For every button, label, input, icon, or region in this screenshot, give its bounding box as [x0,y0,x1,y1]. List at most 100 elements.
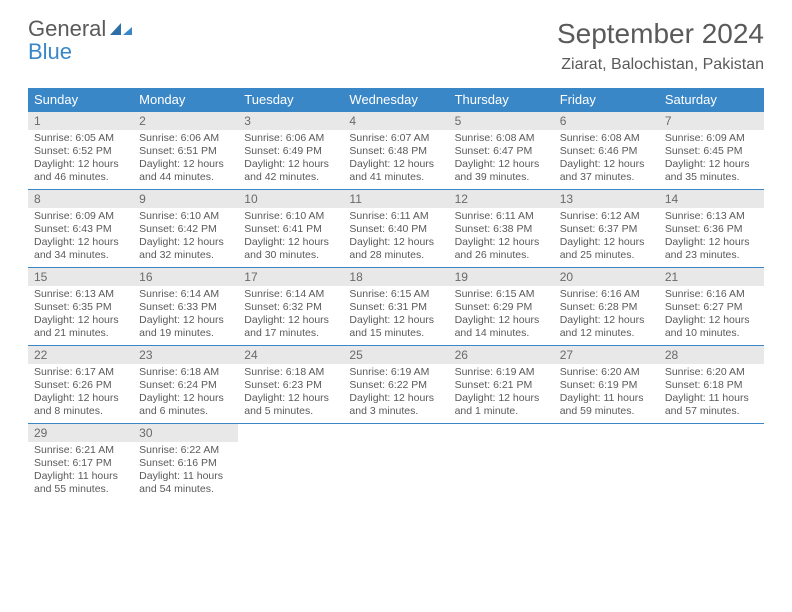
day-number: 4 [343,112,448,130]
day-cell: 30Sunrise: 6:22 AMSunset: 6:16 PMDayligh… [133,424,238,502]
day-header: Thursday [449,88,554,112]
day-body: Sunrise: 6:09 AMSunset: 6:45 PMDaylight:… [659,130,764,189]
day-cell: 2Sunrise: 6:06 AMSunset: 6:51 PMDaylight… [133,112,238,190]
day-number: 1 [28,112,133,130]
day-number: 3 [238,112,343,130]
day-cell: 3Sunrise: 6:06 AMSunset: 6:49 PMDaylight… [238,112,343,190]
day-cell: 10Sunrise: 6:10 AMSunset: 6:41 PMDayligh… [238,190,343,268]
day-cell: 20Sunrise: 6:16 AMSunset: 6:28 PMDayligh… [554,268,659,346]
location-text: Ziarat, Balochistan, Pakistan [557,56,764,74]
day-cell: 9Sunrise: 6:10 AMSunset: 6:42 PMDaylight… [133,190,238,268]
day-body: Sunrise: 6:19 AMSunset: 6:21 PMDaylight:… [449,364,554,423]
day-cell: 8Sunrise: 6:09 AMSunset: 6:43 PMDaylight… [28,190,133,268]
day-header: Monday [133,88,238,112]
day-number: 19 [449,268,554,286]
day-cell: 28Sunrise: 6:20 AMSunset: 6:18 PMDayligh… [659,346,764,424]
day-body: Sunrise: 6:20 AMSunset: 6:19 PMDaylight:… [554,364,659,423]
day-cell: 1Sunrise: 6:05 AMSunset: 6:52 PMDaylight… [28,112,133,190]
day-header: Wednesday [343,88,448,112]
day-body: Sunrise: 6:11 AMSunset: 6:40 PMDaylight:… [343,208,448,267]
day-cell: 7Sunrise: 6:09 AMSunset: 6:45 PMDaylight… [659,112,764,190]
day-body: Sunrise: 6:07 AMSunset: 6:48 PMDaylight:… [343,130,448,189]
day-body: Sunrise: 6:14 AMSunset: 6:32 PMDaylight:… [238,286,343,345]
day-header: Sunday [28,88,133,112]
day-number: 30 [133,424,238,442]
day-body: Sunrise: 6:18 AMSunset: 6:23 PMDaylight:… [238,364,343,423]
day-number: 27 [554,346,659,364]
day-number: 13 [554,190,659,208]
day-cell: 16Sunrise: 6:14 AMSunset: 6:33 PMDayligh… [133,268,238,346]
day-cell: 22Sunrise: 6:17 AMSunset: 6:26 PMDayligh… [28,346,133,424]
day-cell: 14Sunrise: 6:13 AMSunset: 6:36 PMDayligh… [659,190,764,268]
day-number: 5 [449,112,554,130]
day-body: Sunrise: 6:17 AMSunset: 6:26 PMDaylight:… [28,364,133,423]
day-cell: 21Sunrise: 6:16 AMSunset: 6:27 PMDayligh… [659,268,764,346]
day-cell: 5Sunrise: 6:08 AMSunset: 6:47 PMDaylight… [449,112,554,190]
day-number: 23 [133,346,238,364]
day-header: Tuesday [238,88,343,112]
day-cell: 27Sunrise: 6:20 AMSunset: 6:19 PMDayligh… [554,346,659,424]
day-number: 14 [659,190,764,208]
brand-part2: Blue [28,39,72,64]
day-cell: 15Sunrise: 6:13 AMSunset: 6:35 PMDayligh… [28,268,133,346]
day-cell: 12Sunrise: 6:11 AMSunset: 6:38 PMDayligh… [449,190,554,268]
day-cell: 18Sunrise: 6:15 AMSunset: 6:31 PMDayligh… [343,268,448,346]
day-number: 12 [449,190,554,208]
day-body: Sunrise: 6:15 AMSunset: 6:31 PMDaylight:… [343,286,448,345]
day-body: Sunrise: 6:06 AMSunset: 6:49 PMDaylight:… [238,130,343,189]
empty-cell [449,424,554,502]
day-cell: 23Sunrise: 6:18 AMSunset: 6:24 PMDayligh… [133,346,238,424]
day-body: Sunrise: 6:15 AMSunset: 6:29 PMDaylight:… [449,286,554,345]
day-number: 26 [449,346,554,364]
logo-sail-icon [110,19,134,41]
day-number: 20 [554,268,659,286]
day-cell: 25Sunrise: 6:19 AMSunset: 6:22 PMDayligh… [343,346,448,424]
day-body: Sunrise: 6:20 AMSunset: 6:18 PMDaylight:… [659,364,764,423]
day-cell: 11Sunrise: 6:11 AMSunset: 6:40 PMDayligh… [343,190,448,268]
day-body: Sunrise: 6:09 AMSunset: 6:43 PMDaylight:… [28,208,133,267]
day-cell: 17Sunrise: 6:14 AMSunset: 6:32 PMDayligh… [238,268,343,346]
day-cell: 4Sunrise: 6:07 AMSunset: 6:48 PMDaylight… [343,112,448,190]
day-number: 18 [343,268,448,286]
day-number: 22 [28,346,133,364]
empty-cell [659,424,764,502]
day-cell: 6Sunrise: 6:08 AMSunset: 6:46 PMDaylight… [554,112,659,190]
day-body: Sunrise: 6:11 AMSunset: 6:38 PMDaylight:… [449,208,554,267]
day-body: Sunrise: 6:14 AMSunset: 6:33 PMDaylight:… [133,286,238,345]
calendar-table: SundayMondayTuesdayWednesdayThursdayFrid… [28,88,764,502]
day-header: Friday [554,88,659,112]
day-body: Sunrise: 6:06 AMSunset: 6:51 PMDaylight:… [133,130,238,189]
day-number: 9 [133,190,238,208]
brand-logo: General Blue [28,18,134,63]
day-body: Sunrise: 6:13 AMSunset: 6:35 PMDaylight:… [28,286,133,345]
day-body: Sunrise: 6:10 AMSunset: 6:42 PMDaylight:… [133,208,238,267]
day-number: 10 [238,190,343,208]
day-number: 29 [28,424,133,442]
day-number: 8 [28,190,133,208]
header: General Blue September 2024 Ziarat, Balo… [0,0,792,82]
day-body: Sunrise: 6:16 AMSunset: 6:27 PMDaylight:… [659,286,764,345]
day-header: Saturday [659,88,764,112]
empty-cell [343,424,448,502]
day-number: 24 [238,346,343,364]
day-body: Sunrise: 6:18 AMSunset: 6:24 PMDaylight:… [133,364,238,423]
day-number: 11 [343,190,448,208]
month-title: September 2024 [557,18,764,50]
day-cell: 24Sunrise: 6:18 AMSunset: 6:23 PMDayligh… [238,346,343,424]
day-body: Sunrise: 6:05 AMSunset: 6:52 PMDaylight:… [28,130,133,189]
day-number: 16 [133,268,238,286]
day-body: Sunrise: 6:08 AMSunset: 6:46 PMDaylight:… [554,130,659,189]
empty-cell [238,424,343,502]
day-body: Sunrise: 6:12 AMSunset: 6:37 PMDaylight:… [554,208,659,267]
brand-part1: General [28,16,106,41]
day-number: 21 [659,268,764,286]
title-block: September 2024 Ziarat, Balochistan, Paki… [557,18,764,74]
day-number: 2 [133,112,238,130]
calendar-body: 1Sunrise: 6:05 AMSunset: 6:52 PMDaylight… [28,112,764,502]
day-cell: 13Sunrise: 6:12 AMSunset: 6:37 PMDayligh… [554,190,659,268]
calendar-head: SundayMondayTuesdayWednesdayThursdayFrid… [28,88,764,112]
day-number: 15 [28,268,133,286]
day-body: Sunrise: 6:19 AMSunset: 6:22 PMDaylight:… [343,364,448,423]
day-number: 6 [554,112,659,130]
day-number: 17 [238,268,343,286]
